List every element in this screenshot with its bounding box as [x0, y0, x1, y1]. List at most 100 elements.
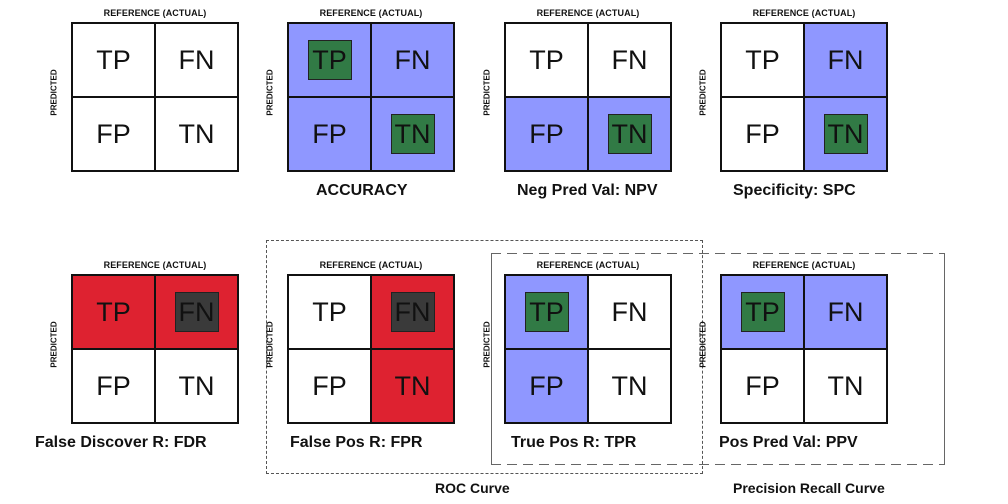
cell-tp: TP	[72, 23, 155, 97]
highlight-square	[390, 292, 435, 332]
cell-fp: FP	[721, 97, 804, 171]
reference-actual-label: REFERENCE (ACTUAL)	[752, 8, 856, 18]
matrix-panel-spc: REFERENCE (ACTUAL) PREDICTED TP FN FP TN Speci…	[689, 8, 888, 223]
highlight-square	[823, 114, 868, 154]
precision-recall-curve-label: Precision Recall Curve	[733, 480, 885, 496]
cell-fp: FP	[721, 349, 804, 423]
matrix-panel-accuracy: REFERENCE (ACTUAL) PREDICTED TP FN FP TN ACCUR…	[256, 8, 455, 223]
cell-label-fn: FN	[178, 296, 215, 327]
confusion-matrix-grid: TP FN FP TN	[71, 274, 239, 424]
matrix-panel-fpr: REFERENCE (ACTUAL) PREDICTED TP FN FP TN False…	[256, 260, 455, 475]
cell-tn: TN	[804, 349, 887, 423]
cell-fp: FP	[288, 97, 371, 171]
cell-label-fn: FN	[394, 296, 431, 327]
confusion-matrix-grid: TP FN FP TN	[720, 22, 888, 172]
metric-caption: True Pos R: TPR	[511, 434, 637, 451]
cell-fp: FP	[288, 349, 371, 423]
cell-tp: TP	[721, 23, 804, 97]
cell-label-tp: TP	[312, 44, 347, 75]
cell-label-fn: FN	[827, 296, 864, 327]
cell-label-tp: TP	[745, 44, 780, 75]
cell-fn: FN	[371, 275, 454, 349]
matrix-panel-tpr: REFERENCE (ACTUAL) PREDICTED TP FN FP TN True …	[473, 260, 672, 475]
confusion-matrix-grid: TP FN FP TN	[287, 22, 455, 172]
highlight-square	[524, 292, 569, 332]
highlight-square	[390, 114, 435, 154]
cell-label-fn: FN	[827, 44, 864, 75]
cell-label-tn: TN	[611, 118, 648, 149]
matrix-panel-fdr: REFERENCE (ACTUAL) PREDICTED TP FN FP TN False…	[35, 260, 239, 475]
cell-label-tn: TN	[394, 118, 431, 149]
cell-tn: TN	[804, 97, 887, 171]
cell-fp: FP	[72, 349, 155, 423]
roc-curve-label: ROC Curve	[435, 480, 510, 496]
predicted-label: PREDICTED	[49, 69, 59, 116]
cell-label-tp: TP	[96, 296, 131, 327]
confusion-matrix-grid: TP FN FP TN	[720, 274, 888, 424]
cell-tn: TN	[371, 97, 454, 171]
cell-fp: FP	[72, 97, 155, 171]
cell-tp: TP	[72, 275, 155, 349]
metric-caption: ACCURACY	[316, 182, 408, 199]
predicted-label: PREDICTED	[482, 69, 492, 116]
cell-tp: TP	[505, 23, 588, 97]
cell-label-fp: FP	[312, 370, 347, 401]
cell-tn: TN	[155, 349, 238, 423]
cell-tn: TN	[588, 349, 671, 423]
predicted-label: PREDICTED	[265, 69, 275, 116]
cell-fn: FN	[804, 23, 887, 97]
metric-caption: Neg Pred Val: NPV	[517, 182, 658, 199]
cell-label-tp: TP	[312, 296, 347, 327]
cell-tn: TN	[371, 349, 454, 423]
confusion-matrix-grid: TP FN FP TN	[504, 274, 672, 424]
predicted-label: PREDICTED	[265, 321, 275, 368]
cell-label-tp: TP	[529, 44, 564, 75]
reference-actual-label: REFERENCE (ACTUAL)	[103, 260, 207, 270]
matrix-panel-npv: REFERENCE (ACTUAL) PREDICTED TP FN FP TN Neg P…	[473, 8, 672, 223]
highlight-square	[307, 40, 352, 80]
confusion-matrix-grid: TP FN FP TN	[287, 274, 455, 424]
reference-actual-label: REFERENCE (ACTUAL)	[319, 8, 423, 18]
metric-caption: Pos Pred Val: PPV	[719, 434, 858, 451]
highlight-square	[607, 114, 652, 154]
cell-label-fp: FP	[312, 118, 347, 149]
cell-tn: TN	[588, 97, 671, 171]
cell-fn: FN	[371, 23, 454, 97]
cell-label-tn: TN	[394, 370, 431, 401]
cell-fn: FN	[155, 275, 238, 349]
cell-tp: TP	[288, 275, 371, 349]
cell-label-fp: FP	[96, 118, 131, 149]
metric-caption: False Discover R: FDR	[35, 434, 207, 451]
cell-label-tn: TN	[827, 118, 864, 149]
cell-label-tn: TN	[827, 370, 864, 401]
cell-label-tn: TN	[611, 370, 648, 401]
matrix-panel-plain: REFERENCE (ACTUAL) PREDICTED TP FN FP TN	[40, 8, 239, 223]
metric-caption: False Pos R: FPR	[290, 434, 423, 451]
cell-label-fp: FP	[529, 370, 564, 401]
reference-actual-label: REFERENCE (ACTUAL)	[319, 260, 423, 270]
cell-label-tp: TP	[96, 44, 131, 75]
cell-fp: FP	[505, 349, 588, 423]
cell-label-fp: FP	[745, 370, 780, 401]
cell-label-fn: FN	[178, 44, 215, 75]
cell-tp: TP	[721, 275, 804, 349]
reference-actual-label: REFERENCE (ACTUAL)	[536, 8, 640, 18]
metric-caption: Specificity: SPC	[733, 182, 856, 199]
cell-fn: FN	[155, 23, 238, 97]
cell-label-fn: FN	[611, 296, 648, 327]
predicted-label: PREDICTED	[482, 321, 492, 368]
cell-fn: FN	[588, 23, 671, 97]
predicted-label: PREDICTED	[698, 69, 708, 116]
cell-tn: TN	[155, 97, 238, 171]
highlight-square	[740, 292, 785, 332]
predicted-label: PREDICTED	[698, 321, 708, 368]
cell-label-tp: TP	[529, 296, 564, 327]
cell-fn: FN	[588, 275, 671, 349]
confusion-matrix-grid: TP FN FP TN	[504, 22, 672, 172]
reference-actual-label: REFERENCE (ACTUAL)	[752, 260, 856, 270]
cell-label-fn: FN	[394, 44, 431, 75]
cell-label-fn: FN	[611, 44, 648, 75]
cell-label-tn: TN	[178, 118, 215, 149]
confusion-matrix-grid: TP FN FP TN	[71, 22, 239, 172]
